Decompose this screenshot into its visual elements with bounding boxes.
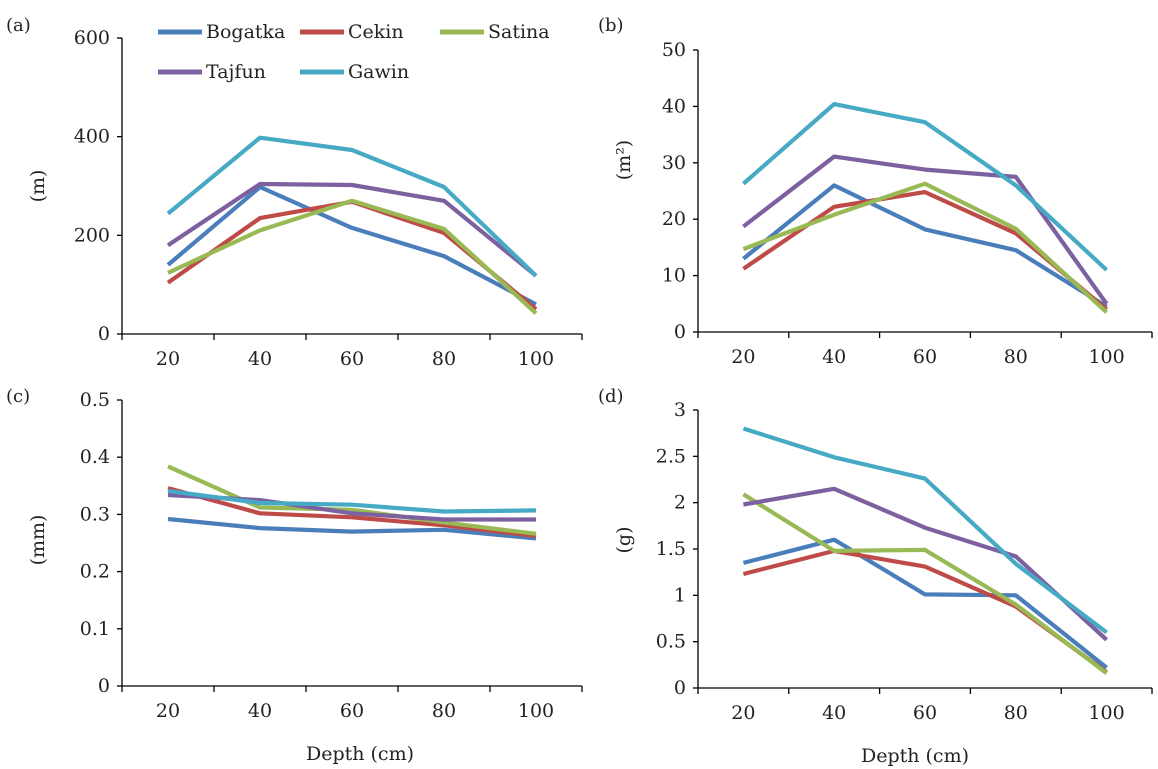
y-tick-label-d: 2 bbox=[674, 492, 686, 514]
panel-label-d: (d) bbox=[598, 386, 624, 407]
x-tick-label-c: 80 bbox=[432, 700, 456, 722]
legend-item-cekin: Cekin bbox=[300, 21, 404, 43]
x-tick-label-d: 60 bbox=[913, 702, 937, 724]
y-tick-label-c: 0.2 bbox=[80, 561, 110, 583]
series-line-gawin-c bbox=[167, 488, 537, 514]
series-line-bogatka-b bbox=[742, 183, 1108, 309]
series-line-bogatka-d bbox=[742, 537, 1108, 670]
y-tick-label-c: 0.3 bbox=[80, 503, 110, 525]
x-tick-label-b: 80 bbox=[1004, 346, 1028, 368]
y-tick-label-d: 0 bbox=[674, 677, 686, 699]
y-tick-label-c: 0 bbox=[98, 675, 110, 697]
panel-a: (a) (m) 0 200 400 600 20 40 60 80 100 bbox=[6, 15, 583, 370]
legend-item-gawin: Gawin bbox=[300, 61, 409, 83]
series-line-gawin-b bbox=[742, 101, 1109, 272]
x-tick-label-a: 60 bbox=[340, 348, 364, 370]
y-tick-label-b: 20 bbox=[662, 208, 686, 230]
legend-label-bogatka: Bogatka bbox=[206, 21, 285, 43]
legend-item-tajfun: Tajfun bbox=[158, 61, 266, 83]
panel-label-c: (c) bbox=[6, 386, 30, 407]
y-tick-label-a: 400 bbox=[74, 126, 110, 148]
y-tick-label-b: 10 bbox=[662, 265, 686, 287]
panel-b: (b) (m²) 0 10 20 30 40 50 20 40 60 80 100 bbox=[598, 15, 1153, 368]
legend-label-gawin: Gawin bbox=[348, 61, 409, 83]
y-tick-label-d: 1 bbox=[674, 584, 686, 606]
y-tick-label-a: 0 bbox=[98, 323, 110, 345]
legend-label-satina: Satina bbox=[488, 21, 550, 43]
legend-item-bogatka: Bogatka bbox=[158, 21, 285, 43]
x-tick-label-d: 20 bbox=[731, 702, 755, 724]
series-line-cekin-d bbox=[742, 548, 1108, 674]
y-axis-title-b: (m²) bbox=[613, 140, 635, 180]
y-tick-label-b: 30 bbox=[662, 152, 686, 174]
y-tick-label-d: 0.5 bbox=[656, 631, 686, 653]
legend: Bogatka Cekin Satina Tajfun Gawin bbox=[158, 21, 550, 83]
y-tick-label-d: 1.5 bbox=[656, 538, 686, 560]
y-tick-label-c: 0.4 bbox=[80, 446, 110, 468]
x-tick-label-b: 20 bbox=[731, 346, 755, 368]
x-tick-label-a: 100 bbox=[518, 348, 554, 370]
series-line-cekin-c bbox=[167, 486, 537, 539]
series-line-satina-b bbox=[742, 181, 1109, 314]
y-axis-title-d: (g) bbox=[613, 527, 635, 554]
panel-label-a: (a) bbox=[6, 15, 31, 36]
y-tick-label-d: 3 bbox=[674, 399, 686, 421]
x-tick-label-b: 40 bbox=[822, 346, 846, 368]
x-tick-label-c: 20 bbox=[156, 700, 180, 722]
series-line-satina-d bbox=[742, 492, 1108, 675]
legend-label-cekin: Cekin bbox=[348, 21, 404, 43]
x-tick-label-a: 40 bbox=[248, 348, 272, 370]
y-tick-label-b: 40 bbox=[662, 95, 686, 117]
x-tick-label-b: 100 bbox=[1088, 346, 1124, 368]
y-tick-label-c: 0.5 bbox=[80, 389, 110, 411]
legend-label-tajfun: Tajfun bbox=[206, 61, 266, 83]
y-tick-label-b: 50 bbox=[662, 39, 686, 61]
x-tick-label-a: 80 bbox=[432, 348, 456, 370]
y-tick-label-c: 0.1 bbox=[80, 618, 110, 640]
series-line-tajfun-d bbox=[743, 486, 1109, 642]
series-line-tajfun-a bbox=[166, 181, 538, 278]
x-tick-label-d: 80 bbox=[1004, 702, 1028, 724]
series-line-satina-c bbox=[167, 464, 537, 536]
x-axis-title-c: Depth (cm) bbox=[306, 743, 414, 765]
y-axis-title-c: (mm) bbox=[27, 515, 49, 566]
x-tick-label-d: 100 bbox=[1088, 702, 1124, 724]
series-line-bogatka-c bbox=[167, 516, 537, 541]
series-line-gawin-d bbox=[742, 426, 1108, 635]
x-tick-label-c: 60 bbox=[340, 700, 364, 722]
x-tick-label-a: 20 bbox=[156, 348, 180, 370]
panel-label-b: (b) bbox=[598, 15, 624, 36]
series-line-gawin-a bbox=[166, 135, 538, 278]
panel-c: (c) (mm) Depth (cm) 0 0.1 0.2 0.3 0.4 0.5 20 40… bbox=[6, 386, 583, 765]
y-tick-label-a: 600 bbox=[74, 27, 110, 49]
series-line-tajfun-b bbox=[742, 154, 1109, 306]
panel-d: (d) (g) Depth (cm) 0 0.5 1 1.5 2 2.5 3 20 40 60 80… bbox=[598, 386, 1153, 767]
series-line-bogatka-a bbox=[166, 184, 537, 307]
y-axis-title-a: (m) bbox=[27, 170, 49, 203]
x-tick-label-c: 100 bbox=[518, 700, 554, 722]
x-tick-label-b: 60 bbox=[913, 346, 937, 368]
series-line-cekin-b bbox=[742, 190, 1108, 312]
y-tick-label-a: 200 bbox=[74, 224, 110, 246]
series-line-satina-a bbox=[167, 198, 538, 315]
legend-item-satina: Satina bbox=[440, 21, 550, 43]
y-tick-label-b: 0 bbox=[674, 321, 686, 343]
y-tick-label-d: 2.5 bbox=[656, 445, 686, 467]
x-axis-title-d: Depth (cm) bbox=[861, 745, 969, 767]
x-tick-label-c: 40 bbox=[248, 700, 272, 722]
x-tick-label-d: 40 bbox=[822, 702, 846, 724]
